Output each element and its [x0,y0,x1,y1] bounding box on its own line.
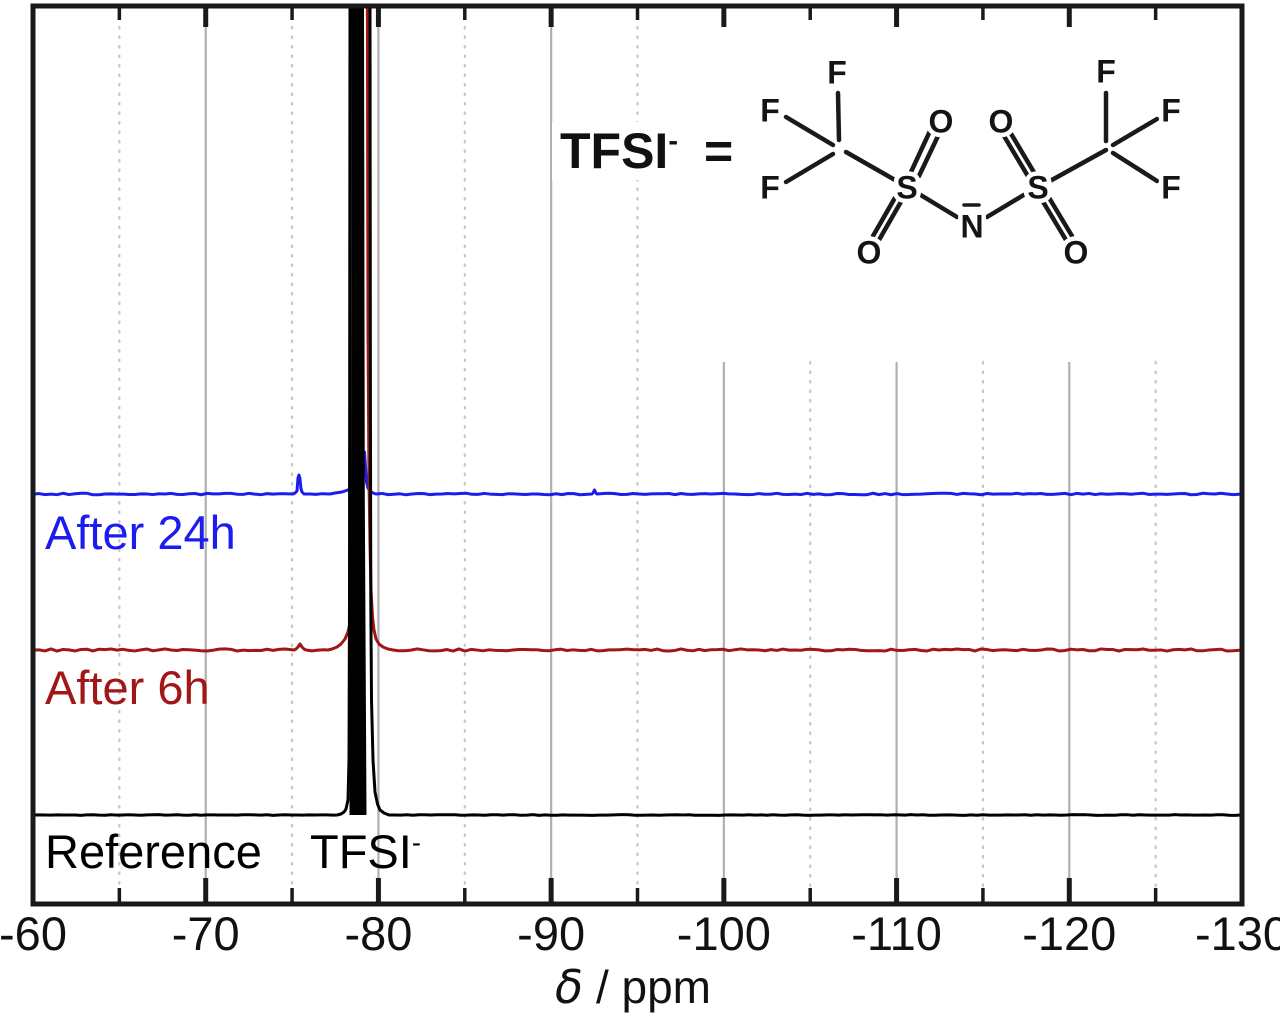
x-axis-label: δ / ppm [555,964,711,1010]
atom-label-f: F [1161,170,1181,206]
bond-line [1007,129,1038,177]
bond-line [1047,147,1109,184]
x-tick-label--100: -100 [676,907,771,960]
atom-label-f: F [1096,54,1116,90]
atom-label-f: F [760,93,780,129]
series-label-reference: Reference [45,825,262,878]
plot-border [30,3,1245,907]
atom-label-n: N [960,209,983,245]
x-tick-label--70: -70 [171,907,240,960]
bond-line [1110,116,1160,148]
atom-label-o: O [1064,235,1089,271]
bond-line [783,114,836,148]
bond-line [843,149,898,183]
equals-sign: = [704,123,734,179]
bond-line [1110,150,1160,184]
bond-line [1045,193,1075,239]
structure-title: TFSI- = [552,122,742,180]
atom-label-s: S [896,170,917,206]
x-tick-label--110: -110 [851,907,942,960]
delta-symbol: δ [555,960,584,1014]
bond-line [984,190,1030,220]
series-label-reference-tfsi: TFSI- [310,825,421,878]
atom-label-f: F [827,55,847,91]
series-label-after-24h: After 24h [45,506,236,559]
trace-reference-peak-fill [349,8,367,815]
tfsi-charge-superscript: - [411,826,421,858]
bond-line [916,191,960,220]
atom-label-s: S [1027,170,1048,206]
bond-line [908,128,933,175]
bond-line [835,90,842,143]
atom-label-o: O [989,104,1014,140]
atom-label-f: F [760,170,780,206]
bond-line [916,133,941,179]
x-tick-label--60: -60 [0,907,67,960]
trace-after-6h [33,8,1241,653]
atom-label-o: O [857,235,882,271]
axis-label-units: / ppm [583,961,711,1013]
bond-line [870,193,899,239]
structure-title-text: TFSI [560,123,669,179]
bond-line [876,197,905,243]
trace-reference [33,8,352,817]
bond-line [1039,197,1069,243]
x-tick-label--80: -80 [344,907,413,960]
trace-after-24h [33,450,1241,497]
bond-line [783,151,836,185]
plot-border-and-ticks [30,3,1245,907]
atom-label-o: O [929,104,954,140]
atom-label-f: F [1161,93,1181,129]
bond-line [1001,133,1032,181]
spectra-traces [33,8,1241,817]
x-tick-label--130: -130 [1194,907,1280,960]
x-tick-label--90: -90 [517,907,586,960]
series-label-after-6h: After 6h [45,661,210,714]
trace-reference [368,8,1241,817]
structure-title-charge: - [668,125,678,158]
x-tick-label--120: -120 [1022,907,1117,960]
